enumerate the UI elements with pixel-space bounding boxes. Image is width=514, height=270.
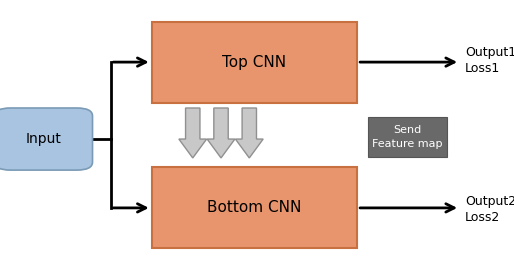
FancyBboxPatch shape bbox=[368, 117, 447, 157]
Text: Input: Input bbox=[26, 132, 62, 146]
FancyBboxPatch shape bbox=[0, 108, 93, 170]
Text: Output2
Loss2: Output2 Loss2 bbox=[465, 195, 514, 224]
FancyArrow shape bbox=[179, 108, 207, 158]
FancyBboxPatch shape bbox=[152, 22, 357, 103]
FancyArrow shape bbox=[235, 108, 263, 158]
Text: Send
Feature map: Send Feature map bbox=[372, 126, 443, 149]
FancyBboxPatch shape bbox=[152, 167, 357, 248]
Text: Bottom CNN: Bottom CNN bbox=[207, 200, 302, 215]
Text: Top CNN: Top CNN bbox=[223, 55, 286, 70]
FancyArrow shape bbox=[207, 108, 235, 158]
Text: Output1
Loss1: Output1 Loss1 bbox=[465, 46, 514, 75]
